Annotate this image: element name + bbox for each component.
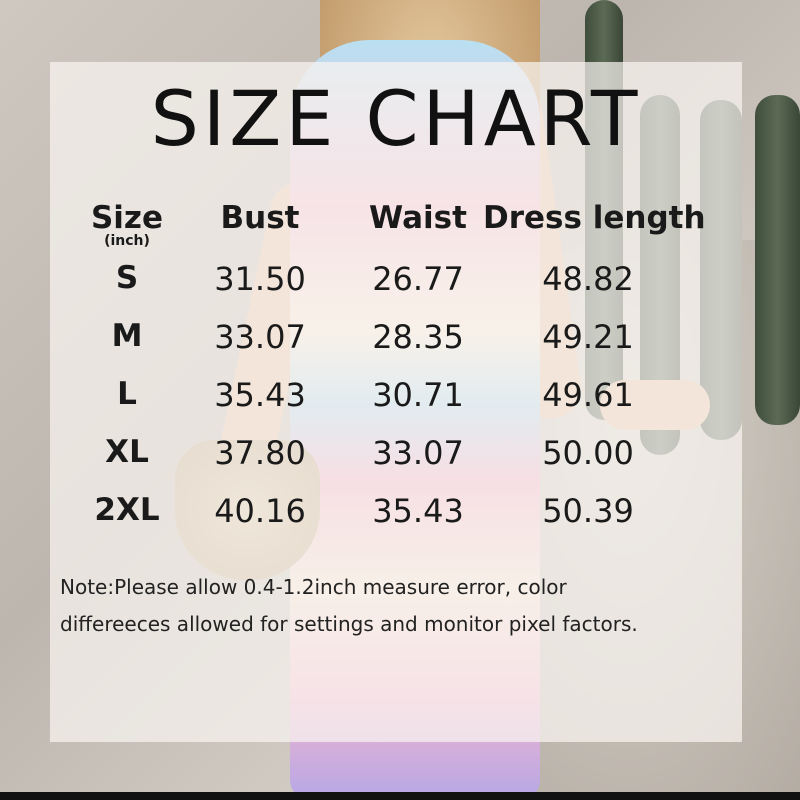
length-cell: 49.61 <box>542 376 634 414</box>
cactus <box>755 95 800 425</box>
length-cell: 50.00 <box>542 434 634 472</box>
length-cell: 50.39 <box>542 492 634 530</box>
size-cell: 2XL <box>94 492 160 528</box>
note-line-1: Note:Please allow 0.4-1.2inch measure er… <box>60 575 567 599</box>
bust-cell: 37.80 <box>214 434 306 472</box>
note-line-2: differeeces allowed for settings and mon… <box>60 612 638 636</box>
size-unit: (inch) <box>104 233 150 249</box>
header-bust: Bust <box>220 200 300 236</box>
size-chart-panel <box>50 62 742 742</box>
bottom-border <box>0 792 800 800</box>
size-cell: XL <box>105 434 149 470</box>
size-cell: M <box>111 318 143 354</box>
page-title: SIZE CHART <box>150 74 642 163</box>
bust-cell: 33.07 <box>214 318 306 356</box>
waist-cell: 33.07 <box>372 434 464 472</box>
header-waist: Waist <box>369 200 467 236</box>
length-cell: 48.82 <box>542 260 634 298</box>
waist-cell: 30.71 <box>372 376 464 414</box>
bust-cell: 31.50 <box>214 260 306 298</box>
bust-cell: 40.16 <box>214 492 306 530</box>
bust-cell: 35.43 <box>214 376 306 414</box>
header-size: Size <box>90 200 164 236</box>
size-cell: S <box>115 260 139 296</box>
waist-cell: 28.35 <box>372 318 464 356</box>
waist-cell: 26.77 <box>372 260 464 298</box>
waist-cell: 35.43 <box>372 492 464 530</box>
size-cell: L <box>117 376 137 412</box>
length-cell: 49.21 <box>542 318 634 356</box>
header-dress-length: Dress length <box>483 200 706 236</box>
